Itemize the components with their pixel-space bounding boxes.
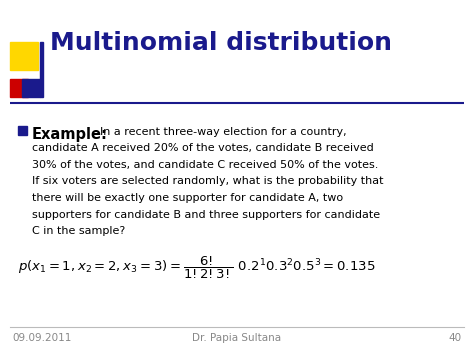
- Text: candidate A received 20% of the votes, candidate B received: candidate A received 20% of the votes, c…: [32, 143, 374, 153]
- Text: In a recent three-way election for a country,: In a recent three-way election for a cou…: [100, 127, 346, 137]
- Text: 09.09.2011: 09.09.2011: [12, 333, 72, 343]
- Bar: [18, 126, 27, 135]
- Text: supporters for candidate B and three supporters for candidate: supporters for candidate B and three sup…: [32, 209, 380, 219]
- Bar: [10, 42, 38, 70]
- Text: there will be exactly one supporter for candidate A, two: there will be exactly one supporter for …: [32, 193, 343, 203]
- Text: Dr. Papia Sultana: Dr. Papia Sultana: [192, 333, 282, 343]
- Text: 40: 40: [449, 333, 462, 343]
- Bar: [40, 42, 43, 97]
- Text: Example:: Example:: [32, 127, 108, 142]
- Text: C in the sample?: C in the sample?: [32, 226, 125, 236]
- Text: $p(x_1 = 1, x_2 = 2, x_3 = 3) = \dfrac{6!}{1!2!3!}\ 0.2^{1}0.3^{2}0.5^{3} = 0.13: $p(x_1 = 1, x_2 = 2, x_3 = 3) = \dfrac{6…: [18, 255, 375, 280]
- Text: Multinomial distribution: Multinomial distribution: [50, 31, 392, 55]
- Bar: [22, 79, 40, 97]
- Text: If six voters are selected randomly, what is the probability that: If six voters are selected randomly, wha…: [32, 176, 383, 186]
- Text: 30% of the votes, and candidate C received 50% of the votes.: 30% of the votes, and candidate C receiv…: [32, 160, 378, 170]
- Bar: [10, 79, 28, 97]
